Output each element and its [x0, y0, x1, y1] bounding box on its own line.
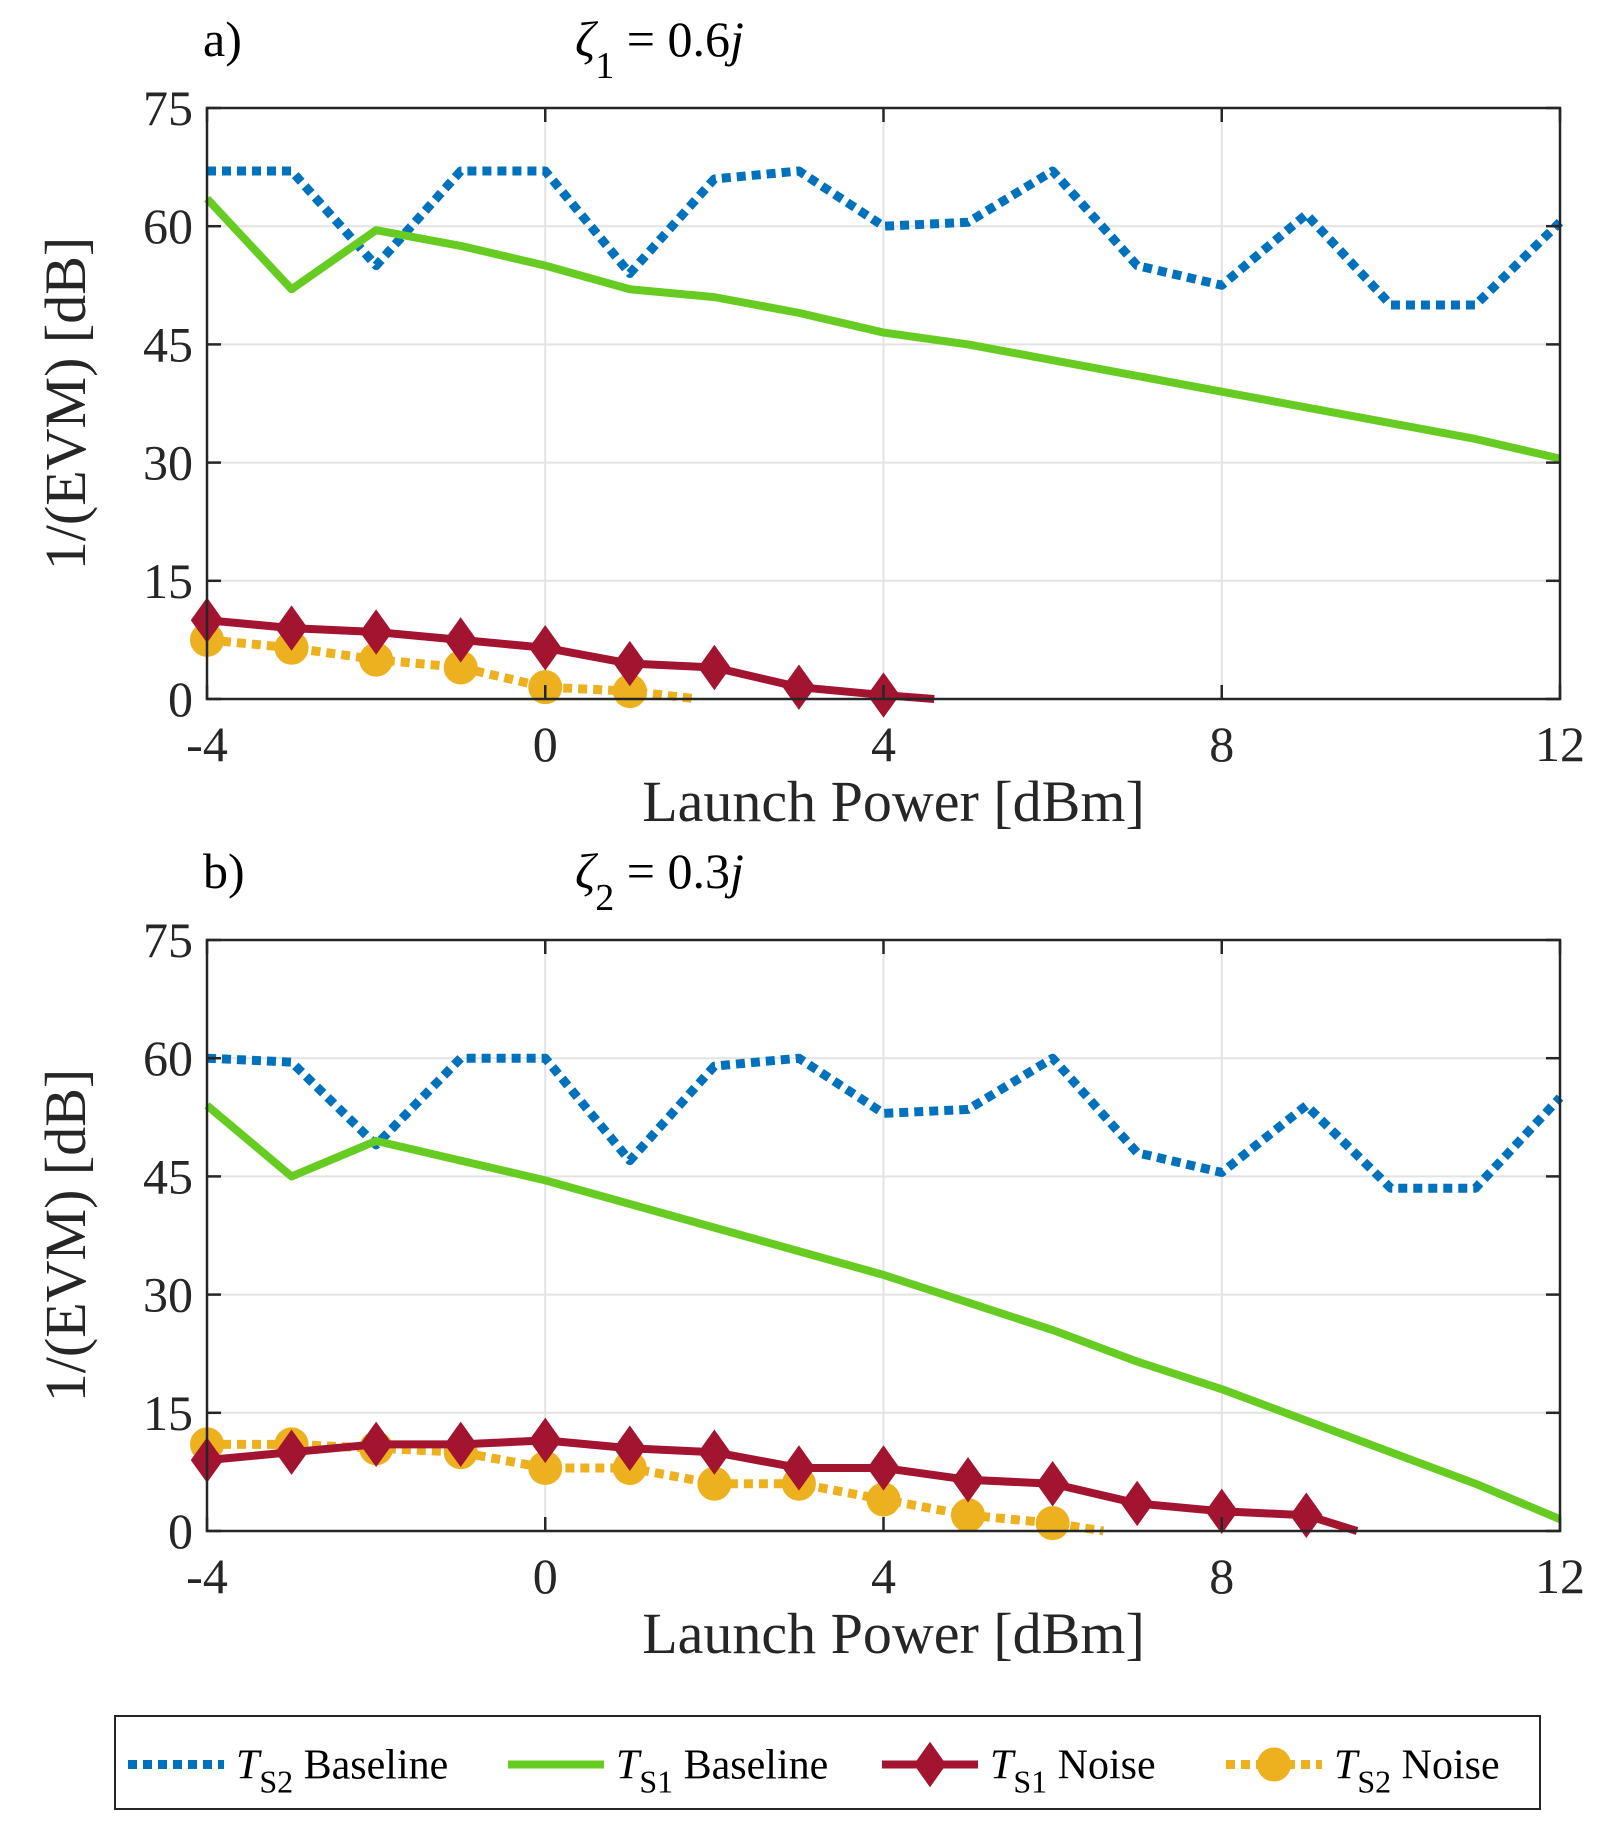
marker-ts1-noise	[782, 664, 816, 710]
panel-title: ζ1 = 0.6j	[575, 11, 744, 87]
y-tick-label: 15	[143, 553, 193, 609]
x-tick-label: -4	[186, 716, 228, 772]
series-line-ts2-baseline	[207, 166, 1564, 310]
series-line-ts1-baseline	[204, 1102, 1562, 1523]
series-group	[190, 1053, 1564, 1541]
series-line-ts1-baseline	[204, 195, 1561, 463]
series-group	[190, 166, 1564, 718]
x-axis-label: Launch Power [dBm]	[642, 1601, 1145, 1666]
y-tick-label: 60	[143, 198, 193, 254]
marker-ts1-noise	[867, 1445, 900, 1491]
y-tick-label: 15	[143, 1385, 193, 1441]
series-line-ts2-baseline	[206, 1053, 1564, 1193]
x-tick-label: 4	[871, 716, 896, 772]
x-tick-label: 8	[1209, 716, 1234, 772]
panel-title: ζ2 = 0.3j	[575, 843, 744, 919]
x-tick-label: 12	[1535, 716, 1585, 772]
x-tick-label: 0	[533, 1548, 558, 1604]
marker-ts1-noise	[1120, 1480, 1154, 1527]
marker-ts1-noise	[444, 617, 477, 663]
x-axis-label: Launch Power [dBm]	[642, 769, 1145, 834]
legend-item-ts2-noise: TS2 Noise	[1226, 1743, 1500, 1800]
y-tick-label: 0	[168, 1503, 193, 1559]
panel-label: b)	[203, 843, 245, 899]
legend-label: TS1 Noise	[990, 1743, 1156, 1800]
y-tick-label: 60	[143, 1030, 193, 1086]
marker-ts1-noise	[1205, 1488, 1238, 1535]
y-tick-label: 75	[143, 912, 193, 968]
marker-ts1-noise	[359, 609, 393, 655]
legend-label: TS2 Noise	[1334, 1743, 1500, 1800]
marker-ts1-noise	[613, 640, 647, 687]
legend-item-ts1-baseline: TS1 Baseline	[508, 1743, 828, 1800]
legend-label: TS2 Baseline	[236, 1743, 448, 1800]
marker-ts1-noise	[1290, 1492, 1323, 1538]
marker-ts1-noise	[782, 1445, 816, 1491]
series-line-ts1-noise	[206, 616, 935, 703]
marker-ts1-noise	[698, 644, 731, 691]
legend-swatch-marker	[1257, 1747, 1291, 1782]
y-tick-label: 30	[143, 435, 193, 491]
marker-ts1-noise	[444, 1421, 477, 1468]
marker-ts1-noise	[529, 1417, 562, 1464]
legend-label: TS1 Baseline	[616, 1743, 828, 1800]
x-tick-label: 0	[533, 716, 558, 772]
x-tick-label: 4	[871, 1548, 896, 1604]
legend-item-ts2-baseline: TS2 Baseline	[128, 1743, 448, 1800]
y-tick-label: 0	[168, 671, 193, 727]
y-axis-label: 1/(EVM) [dB]	[33, 1069, 98, 1402]
y-tick-label: 75	[143, 80, 193, 136]
marker-ts1-noise	[1036, 1460, 1069, 1507]
legend-swatch-marker	[913, 1741, 947, 1788]
x-tick-label: 8	[1209, 1548, 1234, 1604]
legend: TS2 Baseline TS1 Baseline TS1 Noise TS2 Noi…	[114, 1715, 1541, 1810]
marker-ts2-noise	[1035, 1506, 1070, 1541]
x-tick-label: -4	[186, 1548, 228, 1604]
marker-ts1-noise	[275, 605, 308, 651]
marker-ts1-noise	[698, 1429, 731, 1475]
marker-ts1-noise	[951, 1457, 985, 1503]
y-tick-label: 45	[143, 1148, 193, 1204]
legend-item-ts1-noise: TS1 Noise	[882, 1741, 1156, 1800]
x-tick-label: 12	[1535, 1548, 1585, 1604]
y-tick-label: 45	[143, 316, 193, 372]
marker-ts1-noise	[613, 1425, 647, 1471]
marker-ts2-noise	[951, 1498, 986, 1533]
marker-ts1-noise	[359, 1421, 393, 1468]
y-axis-label: 1/(EVM) [dB]	[33, 237, 98, 570]
marker-ts1-noise	[275, 1429, 308, 1475]
y-tick-label: 30	[143, 1267, 193, 1323]
marker-ts1-noise	[529, 625, 562, 671]
panel-label: a)	[203, 11, 242, 67]
